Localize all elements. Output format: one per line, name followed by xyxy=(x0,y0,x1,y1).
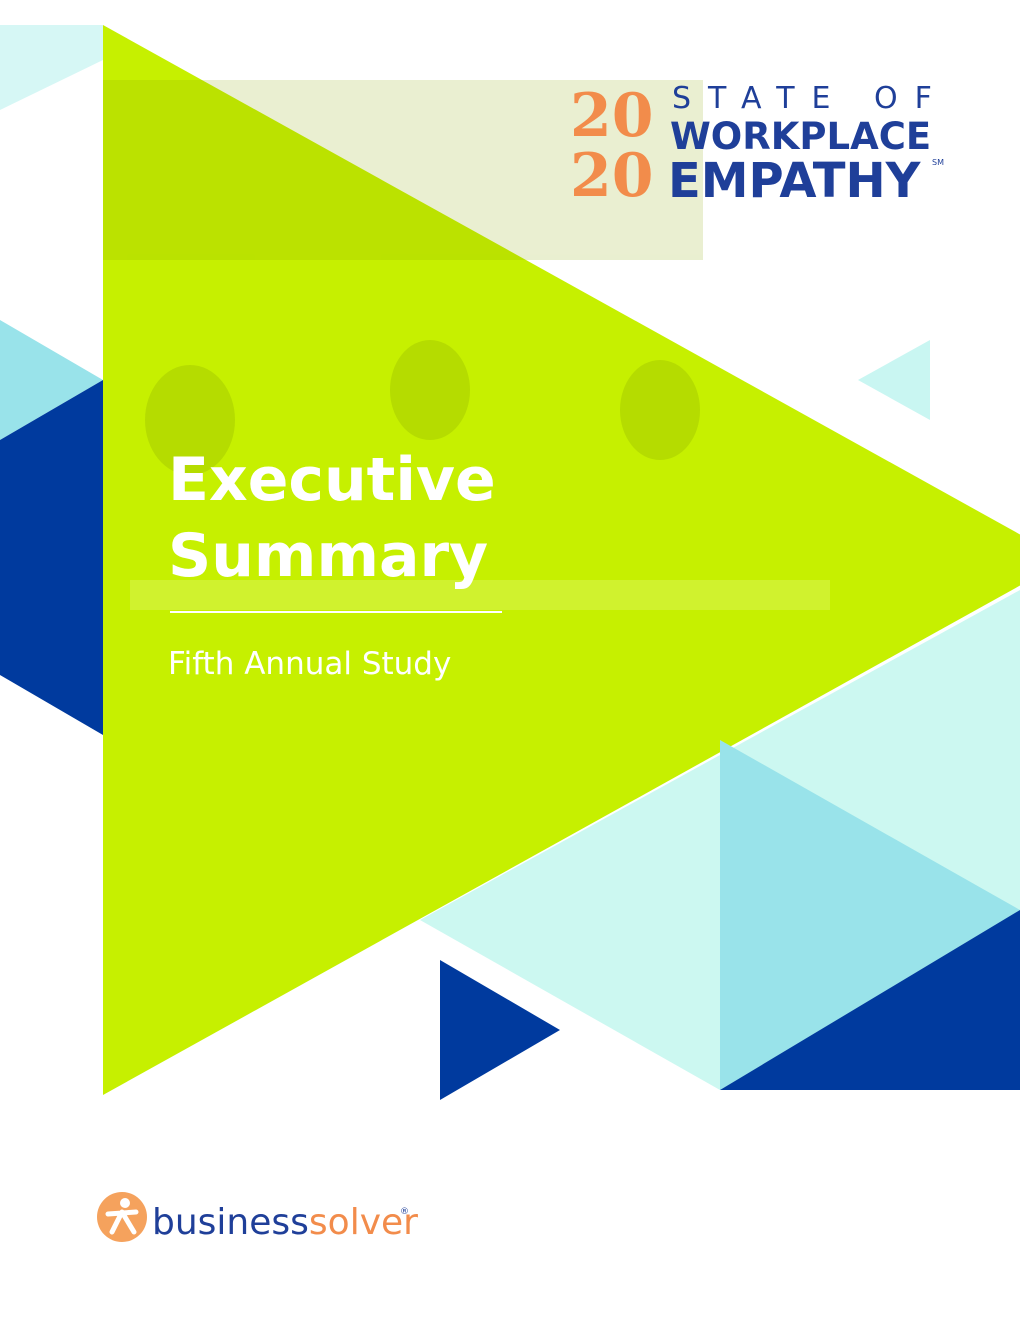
photo-person xyxy=(620,360,700,460)
shape-right-cyan xyxy=(720,740,1020,1090)
photo-person xyxy=(390,340,470,440)
brand-part: business xyxy=(152,1202,309,1243)
logo-line: STATE OF xyxy=(672,81,949,116)
photo-window xyxy=(103,80,703,260)
brand-part: solver xyxy=(309,1202,418,1243)
subtitle: Fifth Annual Study xyxy=(168,646,451,682)
shape-left-cyan xyxy=(0,320,103,440)
brand-name: businesssolver xyxy=(152,1202,418,1243)
logo-mark: SM xyxy=(932,158,944,167)
shape-small-cyan xyxy=(858,340,930,420)
photo-triangle xyxy=(103,25,1020,1095)
photo-table xyxy=(130,580,830,610)
brand-icon-head xyxy=(120,1198,130,1208)
shape-top-left xyxy=(0,25,103,110)
title-line: Summary xyxy=(168,521,488,591)
logo-line: EMPATHY xyxy=(668,153,922,209)
title-line: Executive xyxy=(168,445,496,515)
shape-right-blue xyxy=(720,910,1020,1090)
logo-year: 20 xyxy=(570,81,654,151)
logo-year: 20 xyxy=(570,141,654,211)
photo-person xyxy=(145,365,235,475)
brand-mark: ® xyxy=(400,1207,409,1217)
brand-icon-figure xyxy=(105,1209,139,1235)
logo-line: WORKPLACE xyxy=(670,115,931,158)
shape-left-blue xyxy=(0,380,103,735)
shape-small-blue xyxy=(440,960,560,1100)
photo-shading xyxy=(103,80,830,610)
brand-icon xyxy=(97,1192,147,1242)
